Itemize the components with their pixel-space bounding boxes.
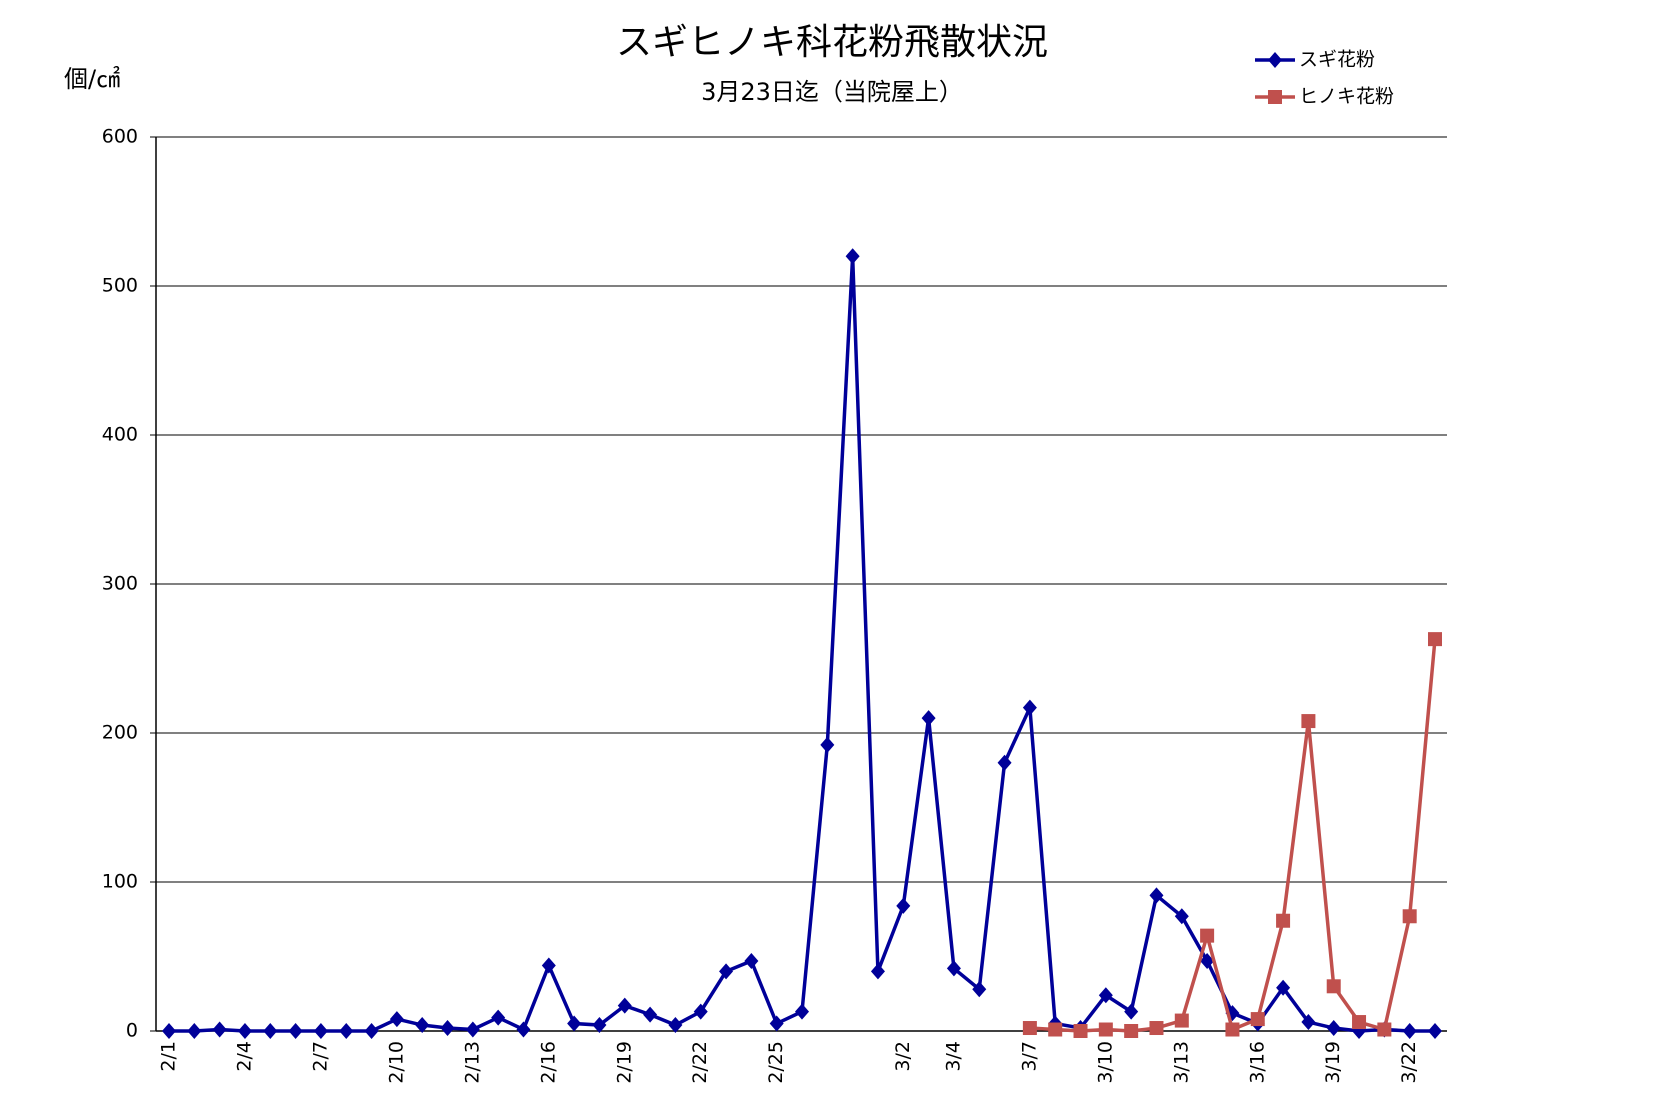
point	[1022, 1021, 1037, 1036]
point	[693, 1003, 708, 1020]
point	[541, 957, 556, 974]
point	[364, 1023, 379, 1039]
legend-marker	[1268, 90, 1282, 104]
point	[389, 1011, 404, 1028]
point	[263, 1023, 278, 1039]
y-tick-label: 200	[102, 722, 138, 744]
x-tick-label: 3/4	[942, 1041, 964, 1072]
point	[1276, 913, 1291, 928]
x-tick-label: 3/2	[892, 1041, 914, 1072]
point	[1200, 928, 1215, 943]
legend-marker	[1268, 52, 1282, 68]
y-tick-label: 400	[102, 424, 138, 446]
y-axis-label: 個/㎠	[64, 65, 120, 93]
point	[1098, 1022, 1113, 1037]
point	[592, 1017, 607, 1034]
point	[1276, 979, 1291, 996]
point	[1326, 979, 1341, 994]
point	[1326, 1020, 1341, 1037]
point	[1124, 1003, 1139, 1020]
point	[440, 1020, 455, 1037]
series-line	[1029, 638, 1437, 1033]
legend-label: スギ花粉	[1299, 49, 1375, 71]
point	[1200, 952, 1215, 969]
point	[1402, 1023, 1417, 1039]
point	[1301, 714, 1316, 729]
legend-label: ヒノキ花粉	[1299, 86, 1394, 108]
point	[744, 952, 759, 969]
x-tick-label: 3/16	[1246, 1041, 1268, 1084]
point	[972, 981, 987, 998]
point	[719, 963, 734, 980]
point	[921, 710, 936, 727]
point	[820, 736, 835, 753]
x-tick-label: 2/16	[537, 1041, 559, 1084]
chart-subtitle: 3月23日迄（当院屋上）	[701, 78, 963, 106]
point	[1048, 1022, 1063, 1037]
point	[1098, 987, 1113, 1004]
series-line	[169, 256, 1435, 1033]
point	[1428, 632, 1442, 647]
point	[212, 1021, 227, 1038]
point	[643, 1006, 658, 1023]
point	[1301, 1014, 1316, 1031]
point	[516, 1021, 531, 1038]
point	[617, 997, 632, 1014]
point	[288, 1023, 303, 1039]
point	[187, 1023, 202, 1039]
point	[567, 1015, 582, 1032]
x-tick-label: 3/19	[1322, 1041, 1344, 1084]
point	[1149, 887, 1164, 904]
point	[1377, 1022, 1392, 1037]
x-tick-label: 3/10	[1094, 1041, 1116, 1084]
y-tick-label: 500	[102, 275, 138, 297]
y-tick-label: 0	[126, 1020, 138, 1042]
point	[1402, 909, 1417, 924]
point	[1124, 1024, 1139, 1038]
x-tick-label: 2/25	[765, 1041, 787, 1084]
point	[1149, 1021, 1164, 1036]
point	[946, 960, 961, 977]
point	[1428, 1023, 1442, 1039]
x-tick-label: 2/4	[233, 1041, 255, 1072]
point	[1352, 1015, 1367, 1030]
x-tick-label: 3/7	[1018, 1041, 1040, 1072]
x-tick-label: 2/22	[689, 1041, 711, 1084]
point	[1174, 1013, 1189, 1028]
point	[465, 1021, 480, 1038]
point	[769, 1015, 784, 1032]
point	[1073, 1024, 1088, 1038]
x-tick-label: 2/7	[309, 1041, 331, 1072]
x-tick-label: 3/22	[1398, 1041, 1420, 1084]
point	[1174, 908, 1189, 925]
point	[997, 754, 1012, 771]
point	[415, 1017, 430, 1034]
point	[162, 1023, 176, 1039]
x-tick-label: 2/13	[461, 1041, 483, 1084]
point	[339, 1023, 354, 1039]
point	[237, 1023, 252, 1039]
x-tick-label: 2/19	[613, 1041, 635, 1084]
y-tick-label: 300	[102, 573, 138, 595]
point	[1225, 1022, 1240, 1037]
point	[1022, 699, 1037, 716]
chart-title: スギヒノキ科花粉飛散状況	[616, 22, 1048, 63]
x-tick-label: 2/10	[385, 1041, 407, 1084]
point	[668, 1017, 683, 1034]
y-tick-label: 100	[102, 871, 138, 893]
x-tick-label: 3/13	[1170, 1041, 1192, 1084]
y-tick-label: 600	[102, 126, 138, 148]
point	[795, 1003, 809, 1020]
point	[313, 1023, 328, 1039]
point	[870, 963, 885, 980]
point	[491, 1009, 506, 1026]
point	[896, 897, 911, 914]
point	[1250, 1012, 1265, 1027]
x-tick-label: 2/1	[158, 1041, 180, 1072]
point	[845, 248, 860, 265]
